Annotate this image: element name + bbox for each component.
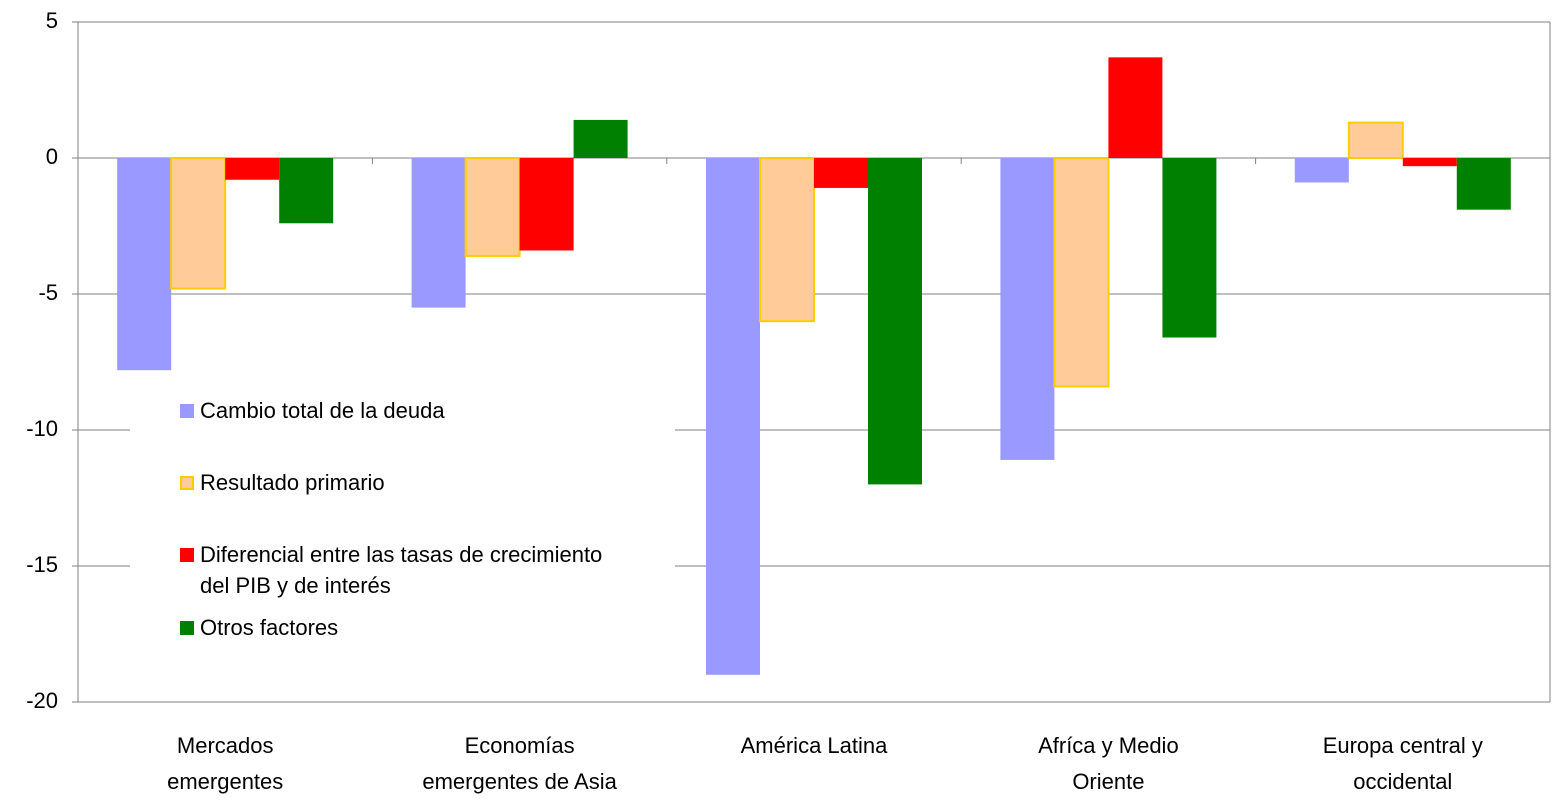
bar: [279, 158, 334, 224]
bar: [1294, 158, 1349, 183]
x-tick-label: Mercados emergentes: [167, 733, 284, 794]
legend: Cambio total de la deuda Resultado primar…: [130, 385, 675, 660]
bar: [1053, 157, 1110, 388]
bar: [464, 157, 521, 257]
y-tick-label: -10: [26, 416, 58, 441]
bar: [1108, 57, 1163, 158]
bar: [225, 158, 280, 180]
bar: [117, 158, 172, 371]
bar: [411, 158, 466, 308]
legend-item: Cambio total de la deuda: [180, 395, 620, 426]
bar: [170, 157, 227, 290]
x-tick-label: Europa central y occidental: [1322, 733, 1483, 794]
y-tick-label: 5: [46, 8, 58, 33]
y-tick-label: 0: [46, 144, 58, 169]
bar: [814, 158, 868, 188]
bar: [1347, 121, 1404, 159]
legend-swatch: [180, 548, 194, 562]
x-tick-label: Afríca y Medio Oriente: [1038, 733, 1179, 794]
x-tick-label: Economías emergentes de Asia: [422, 733, 617, 794]
bar: [1402, 158, 1457, 167]
bar: [519, 158, 574, 251]
legend-item: Resultado primario: [180, 467, 620, 498]
bar: [706, 158, 760, 675]
bar: [868, 158, 922, 485]
legend-swatch: [180, 404, 194, 418]
legend-swatch: [180, 621, 194, 635]
bar: [1456, 158, 1511, 210]
bar: [573, 119, 628, 158]
y-tick-label: -5: [38, 280, 58, 305]
x-tick-label: América Latina: [740, 733, 888, 758]
legend-item: Diferencial entre las tasas de crecimien…: [180, 539, 620, 601]
y-tick-label: -20: [26, 688, 58, 713]
legend-item: Otros factores: [180, 612, 620, 643]
legend-swatch: [180, 476, 194, 490]
bar: [759, 157, 815, 323]
bar: [1162, 158, 1217, 338]
y-tick-label: -15: [26, 552, 58, 577]
bar: [1000, 158, 1055, 460]
